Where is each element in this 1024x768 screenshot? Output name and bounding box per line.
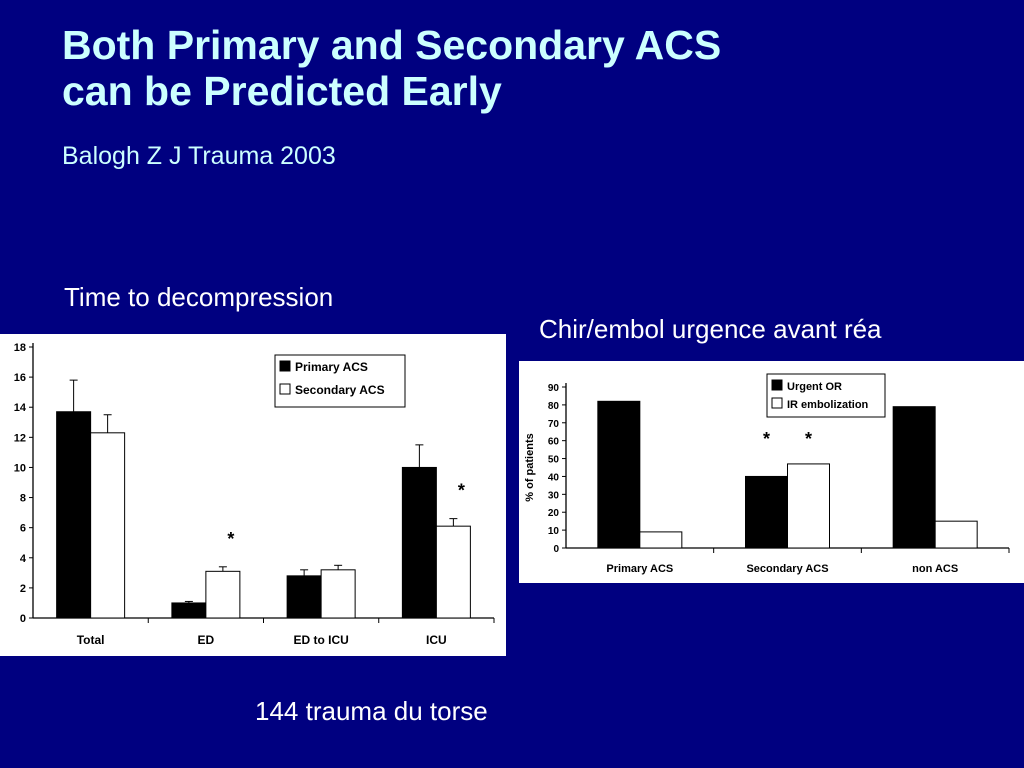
legend-swatch	[771, 397, 783, 409]
y-tick-label: 50	[548, 455, 560, 466]
legend-swatch	[279, 360, 291, 372]
x-tick-label: Total	[77, 633, 105, 647]
y-tick-label: 4	[20, 553, 27, 565]
y-tick-label: 6	[20, 523, 26, 535]
x-tick-label: Primary ACS	[606, 563, 673, 575]
title-line-1: Both Primary and Secondary ACS	[62, 22, 722, 68]
x-tick-label: ED	[198, 633, 215, 647]
y-tick-label: 0	[20, 613, 26, 625]
y-tick-label: 0	[553, 544, 559, 555]
y-tick-label: 60	[548, 437, 560, 448]
y-tick-label: 18	[14, 342, 26, 354]
legend-box	[766, 373, 886, 418]
x-tick-label: ED to ICU	[293, 633, 348, 647]
legend-label: Primary ACS	[295, 360, 368, 374]
citation: Balogh Z J Trauma 2003	[62, 142, 336, 170]
bar	[90, 432, 126, 619]
bar	[787, 463, 830, 549]
bar	[401, 466, 437, 619]
bar	[892, 406, 936, 549]
y-tick-label: 30	[548, 490, 560, 501]
bar	[320, 569, 356, 619]
urgent-intervention-chart: 0 10 20 30 40 50 60 70 80 90 % of patients Primary …	[519, 361, 1024, 583]
x-tick-label: non ACS	[912, 563, 958, 575]
legend-box	[274, 354, 406, 408]
time-chart-svg: 0 2 4 6 8 10 12 14 16 18 Total ED * ED to ICU ICU * Prim…	[14, 342, 495, 647]
y-tick-label: 10	[548, 526, 560, 537]
y-tick-label: 12	[14, 432, 26, 444]
bottom-caption: 144 trauma du torse	[255, 696, 488, 726]
significance-marker: *	[458, 481, 465, 501]
bar	[435, 525, 471, 619]
legend-label: IR embolization	[787, 399, 869, 411]
left-chart-caption: Time to decompression	[64, 282, 334, 312]
y-tick-label: 90	[548, 383, 560, 394]
title-line-2: can be Predicted Early	[62, 68, 502, 114]
legend-swatch	[771, 379, 783, 391]
bar	[171, 602, 207, 619]
y-tick-label: 10	[14, 462, 26, 474]
significance-marker: *	[227, 529, 234, 549]
bar	[56, 411, 92, 619]
legend-label: Urgent OR	[787, 381, 842, 393]
significance-marker: *	[805, 429, 812, 449]
bar	[205, 570, 241, 619]
legend-swatch	[279, 383, 291, 395]
time-to-decompression-chart: 0 2 4 6 8 10 12 14 16 18 Total ED * ED to ICU ICU * Prim…	[0, 334, 506, 656]
x-tick-label: ICU	[426, 633, 447, 647]
y-tick-label: 80	[548, 401, 560, 412]
slide-title: Both Primary and Secondary ACS can be Pr…	[62, 22, 721, 114]
y-axis-label: % of patients	[524, 433, 536, 501]
y-tick-label: 16	[14, 372, 26, 384]
intervention-chart-svg: 0 10 20 30 40 50 60 70 80 90 % of patients Primary …	[524, 373, 1010, 575]
y-tick-label: 2	[20, 583, 26, 595]
y-tick-label: 14	[14, 402, 27, 414]
bar	[286, 575, 322, 619]
bar	[597, 400, 641, 549]
x-tick-label: Secondary ACS	[746, 563, 828, 575]
right-chart-caption: Chir/embol urgence avant réa	[539, 314, 882, 344]
legend-label: Secondary ACS	[295, 383, 385, 397]
significance-marker: *	[763, 429, 770, 449]
bar	[934, 520, 978, 549]
y-tick-label: 70	[548, 419, 560, 430]
y-tick-label: 40	[548, 472, 560, 483]
bar	[745, 475, 788, 549]
bar	[639, 531, 683, 549]
y-tick-label: 8	[20, 493, 26, 505]
y-tick-label: 20	[548, 508, 560, 519]
